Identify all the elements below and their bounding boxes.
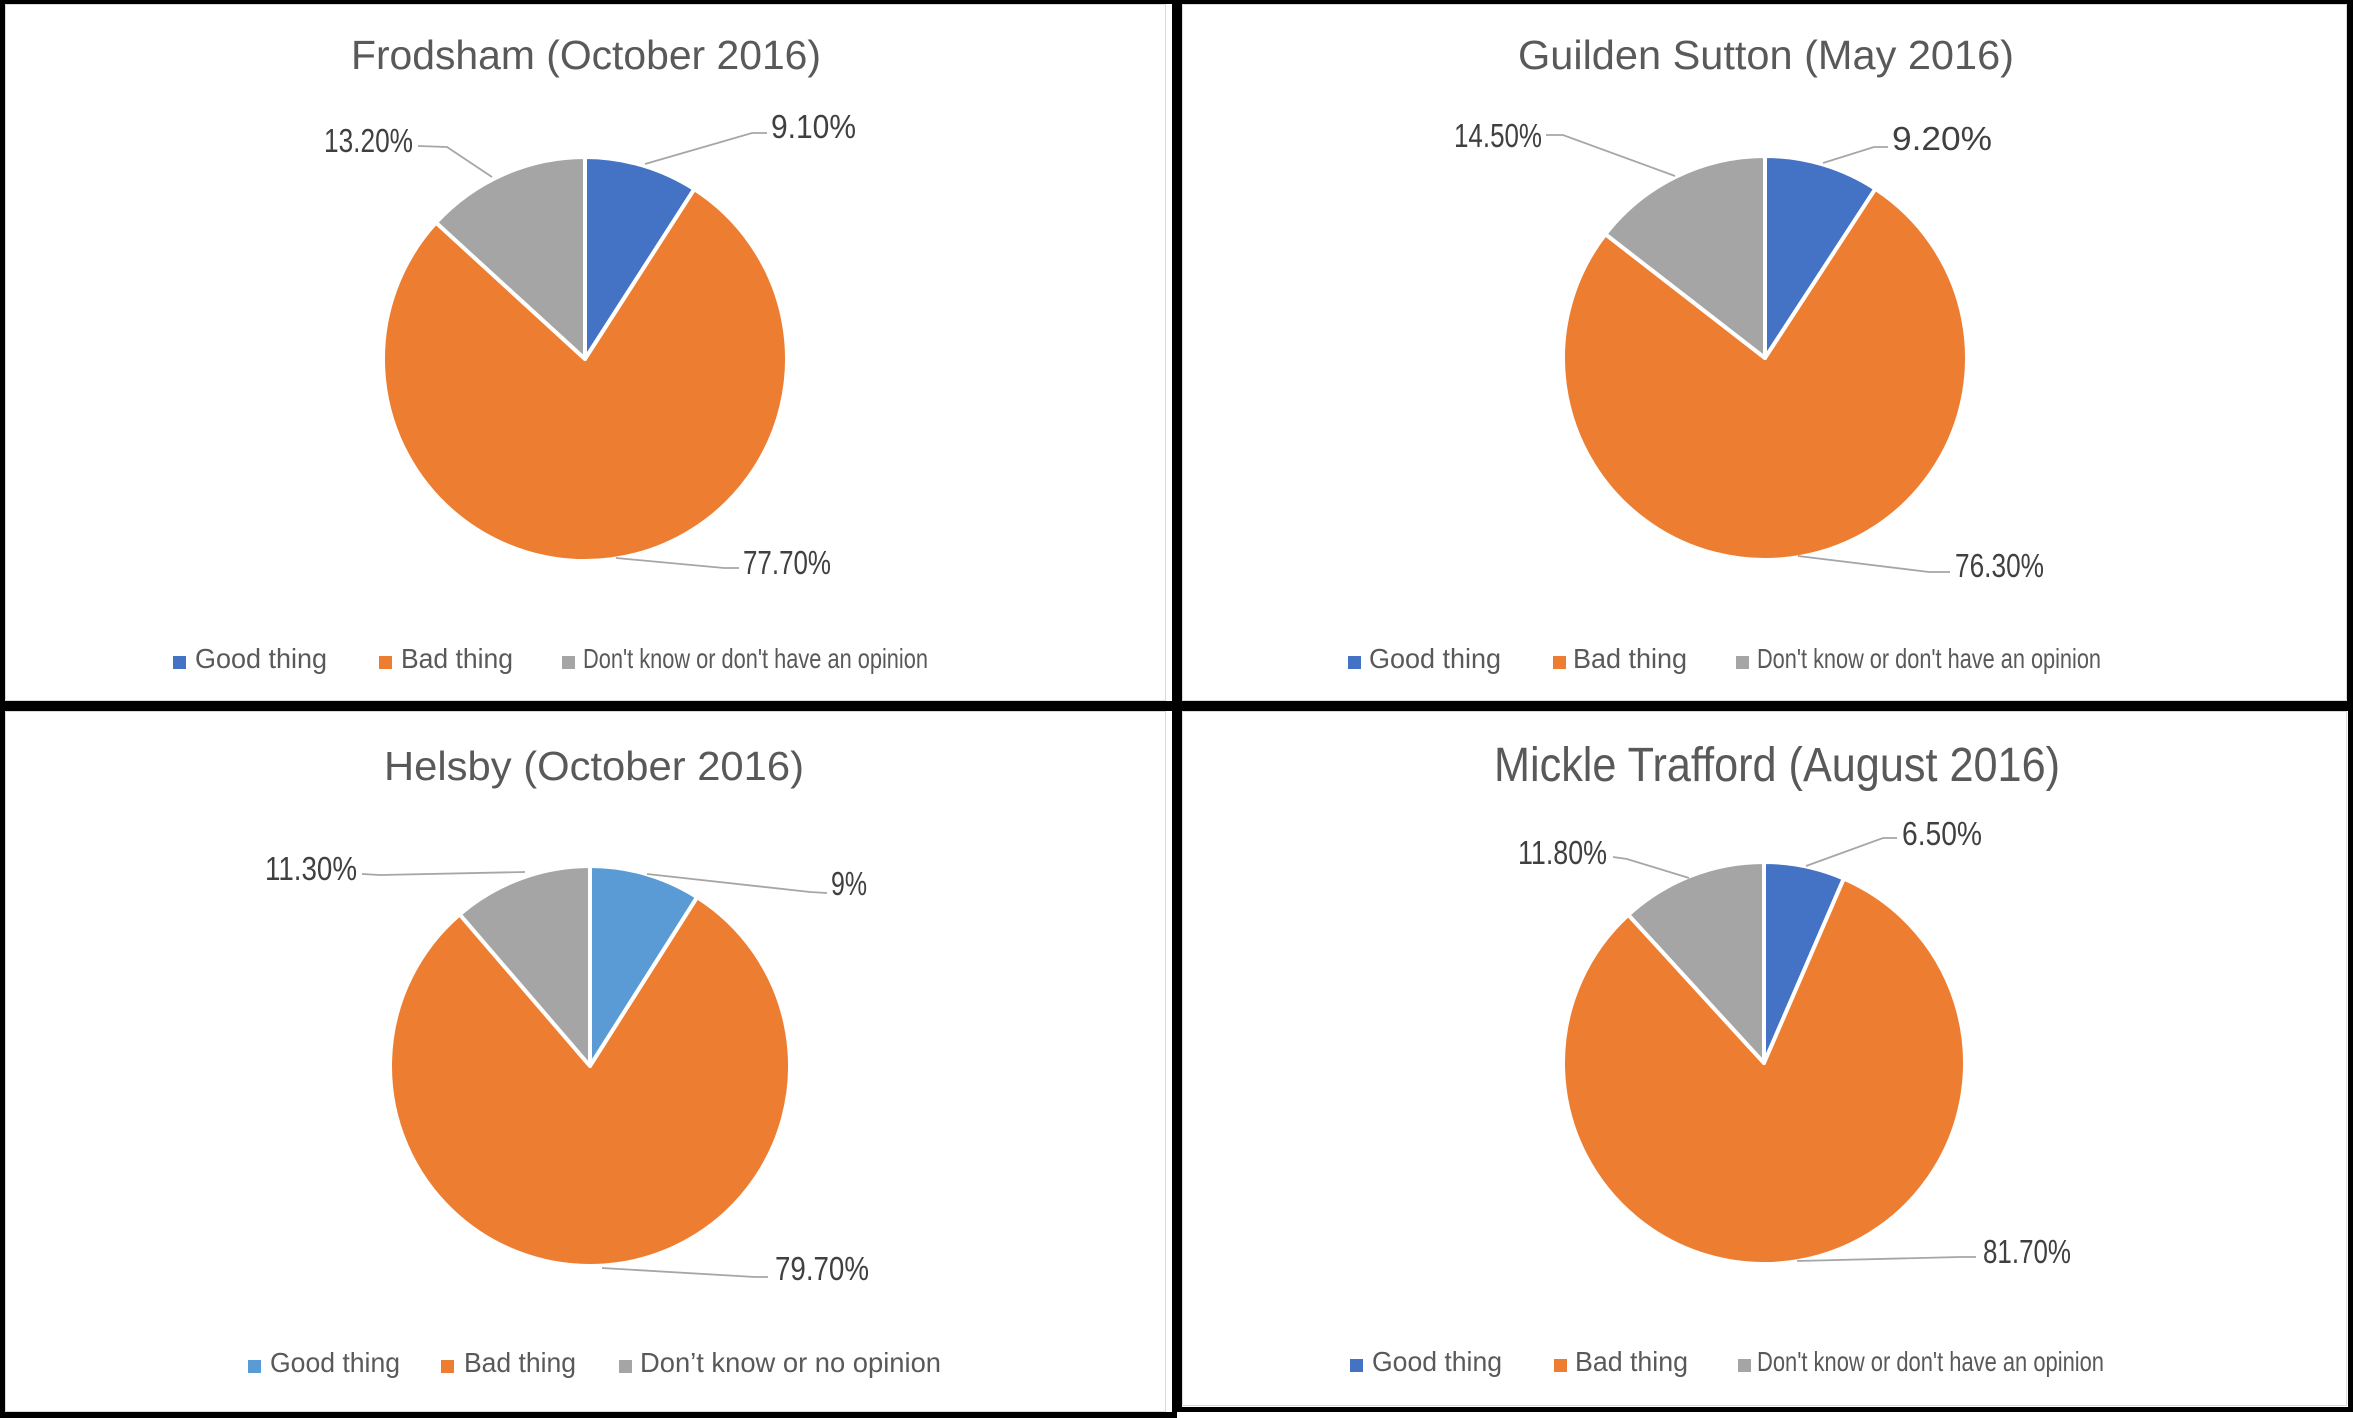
svg-text:Good thing: Good thing — [270, 1347, 400, 1378]
svg-text:9.20%: 9.20% — [1892, 120, 1992, 157]
svg-text:Good thing: Good thing — [195, 643, 327, 674]
svg-text:11.80%: 11.80% — [1518, 834, 1607, 871]
svg-text:9.10%: 9.10% — [771, 108, 856, 145]
svg-text:Guilden Sutton (May 2016): Guilden Sutton (May 2016) — [1518, 32, 2014, 78]
svg-text:Bad thing: Bad thing — [1573, 643, 1687, 674]
svg-text:6.50%: 6.50% — [1902, 815, 1982, 852]
svg-text:13.20%: 13.20% — [324, 122, 413, 159]
svg-text:Bad thing: Bad thing — [1575, 1346, 1688, 1377]
svg-text:Helsby (October 2016): Helsby (October 2016) — [384, 743, 804, 789]
svg-text:77.70%: 77.70% — [743, 544, 831, 581]
svg-text:Don't know or don't have an op: Don't know or don't have an opinion — [1757, 643, 2101, 674]
svg-text:76.30%: 76.30% — [1955, 547, 2044, 584]
svg-text:Good thing: Good thing — [1372, 1346, 1502, 1377]
svg-text:14.50%: 14.50% — [1454, 117, 1542, 154]
svg-text:Bad thing: Bad thing — [464, 1347, 576, 1378]
svg-text:Don't know or don't have an op: Don't know or don't have an opinion — [583, 643, 928, 674]
svg-text:Mickle Trafford (August 2016): Mickle Trafford (August 2016) — [1494, 739, 2060, 792]
svg-text:Don't know or don't have an op: Don't know or don't have an opinion — [1757, 1346, 2104, 1377]
svg-text:Frodsham (October 2016): Frodsham (October 2016) — [351, 32, 821, 78]
svg-text:Don’t know or no opinion: Don’t know or no opinion — [640, 1347, 941, 1378]
svg-text:Good thing: Good thing — [1369, 643, 1501, 674]
svg-text:11.30%: 11.30% — [265, 850, 357, 887]
svg-text:9%: 9% — [831, 865, 867, 902]
svg-text:79.70%: 79.70% — [775, 1250, 869, 1287]
svg-text:81.70%: 81.70% — [1983, 1233, 2071, 1270]
svg-text:Bad thing: Bad thing — [401, 643, 513, 674]
